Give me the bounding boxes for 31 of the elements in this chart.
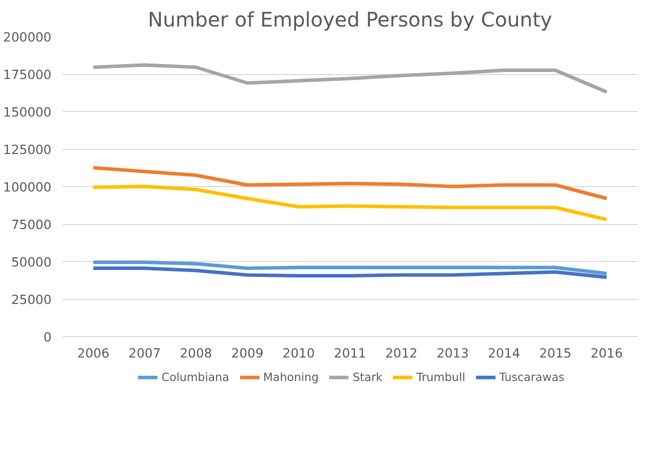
x-tick-label: 2012 bbox=[385, 346, 418, 360]
x-tick-label: 2007 bbox=[128, 346, 161, 360]
x-tick-label: 2010 bbox=[282, 346, 315, 360]
y-tick-label: 150000 bbox=[3, 104, 52, 120]
y-tick-label: 100000 bbox=[3, 180, 52, 194]
line-series bbox=[92, 63, 608, 94]
y-tick-label: 200000 bbox=[3, 30, 52, 44]
legend-label: Tuscarawas bbox=[499, 370, 564, 384]
chart-title: Number of Employed Persons by County bbox=[148, 8, 552, 32]
y-tick-label: 125000 bbox=[3, 142, 52, 157]
x-tick-label: 2013 bbox=[436, 346, 469, 360]
line-series bbox=[92, 184, 608, 222]
x-tick-label: 2014 bbox=[488, 346, 520, 360]
x-tick-label: 2006 bbox=[77, 346, 110, 360]
x-tick-label: 2016 bbox=[590, 346, 623, 360]
line-series bbox=[92, 260, 608, 276]
line-series bbox=[92, 266, 608, 279]
line-series bbox=[92, 166, 608, 200]
x-tick-label: 2008 bbox=[180, 346, 212, 360]
y-tick-label: 75000 bbox=[11, 217, 52, 232]
legend-label: Mahoning bbox=[263, 370, 319, 384]
y-tick-label: 50000 bbox=[11, 254, 52, 270]
x-tick-label: 2009 bbox=[231, 346, 264, 360]
x-tick-label: 2015 bbox=[539, 346, 572, 360]
legend-label: Stark bbox=[352, 370, 382, 384]
y-tick-label: 175000 bbox=[3, 67, 52, 82]
y-tick-label: 0 bbox=[43, 330, 52, 344]
legend-label: Columbiana bbox=[162, 370, 230, 384]
y-tick-label: 25000 bbox=[11, 292, 52, 307]
legend-label: Trumbull bbox=[416, 370, 466, 384]
x-tick-label: 2011 bbox=[334, 346, 366, 360]
